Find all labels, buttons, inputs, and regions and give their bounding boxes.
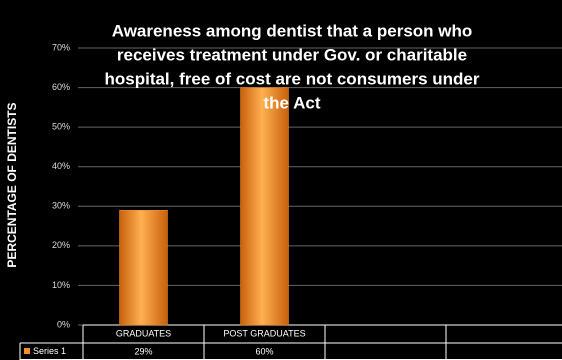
legend-swatch xyxy=(24,348,30,354)
category-label: POST GRADUATES xyxy=(223,328,305,338)
category-label: GRADUATES xyxy=(116,328,171,338)
y-axis-label: PERCENTAGE OF DENTISTS xyxy=(5,102,19,267)
y-tick-label: 70% xyxy=(52,42,70,52)
y-tick-label: 20% xyxy=(52,240,70,250)
y-tick-label: 40% xyxy=(52,161,70,171)
y-tick-label: 50% xyxy=(52,122,70,132)
bar xyxy=(119,209,168,326)
table-value: 60% xyxy=(255,346,273,356)
y-tick-label: 60% xyxy=(52,82,70,92)
y-tick-label: 10% xyxy=(52,280,70,290)
y-tick-label: 0% xyxy=(57,319,70,329)
legend-label: Series 1 xyxy=(33,346,66,356)
table-value: 29% xyxy=(134,346,152,356)
chart-title: Awareness among dentist that a person wh… xyxy=(112,21,473,40)
chart-title: the Act xyxy=(264,93,321,112)
chart-title: hospital, free of cost are not consumers… xyxy=(104,69,479,88)
y-tick-label: 30% xyxy=(52,201,70,211)
chart-title: receives treatment under Gov. or charita… xyxy=(117,45,467,64)
bar xyxy=(240,87,289,326)
